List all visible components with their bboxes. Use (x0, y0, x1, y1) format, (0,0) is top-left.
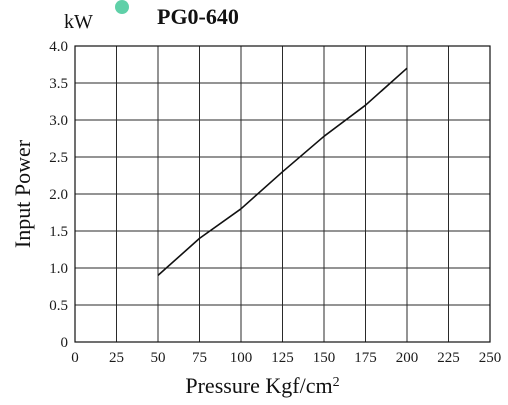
x-tick-label: 175 (354, 350, 377, 366)
y-unit-label: kW (64, 11, 93, 33)
x-tick-label: 125 (271, 350, 294, 366)
x-tick-label: 200 (396, 350, 419, 366)
x-tick-label: 25 (109, 350, 124, 366)
y-tick-label: 4.0 (49, 39, 68, 55)
x-tick-label: 225 (437, 350, 460, 366)
y-tick-label: 2.0 (49, 187, 68, 203)
chart-title: PG0-640 (157, 4, 239, 29)
grid (75, 46, 490, 342)
x-tick-label: 50 (151, 350, 166, 366)
x-tick-label: 0 (71, 350, 79, 366)
x-axis-title: Pressure Kgf/cm2 (185, 373, 339, 398)
x-tick-label: 75 (192, 350, 207, 366)
y-tick-label: 3.0 (49, 113, 68, 129)
x-tick-label: 250 (479, 350, 502, 366)
x-tick-labels: 0 25 50 75 100 125 150 175 200 225 250 (71, 350, 501, 366)
y-tick-label: 3.5 (49, 76, 68, 92)
y-tick-label: 2.5 (49, 150, 68, 166)
y-tick-label: 1.0 (49, 261, 68, 277)
y-tick-label: 1.5 (49, 224, 68, 240)
title-marker-dot (115, 0, 129, 14)
x-axis-title-text: Pressure Kgf/cm (185, 373, 332, 398)
x-tick-label: 100 (230, 350, 253, 366)
x-axis-title-superscript: 2 (333, 375, 340, 390)
y-tick-label: 0 (61, 335, 69, 351)
y-tick-labels: 0 0.5 1.0 1.5 2.0 2.5 3.0 3.5 4.0 (49, 39, 68, 351)
y-axis-title: Input Power (10, 139, 35, 248)
y-tick-label: 0.5 (49, 298, 68, 314)
x-tick-label: 150 (313, 350, 336, 366)
